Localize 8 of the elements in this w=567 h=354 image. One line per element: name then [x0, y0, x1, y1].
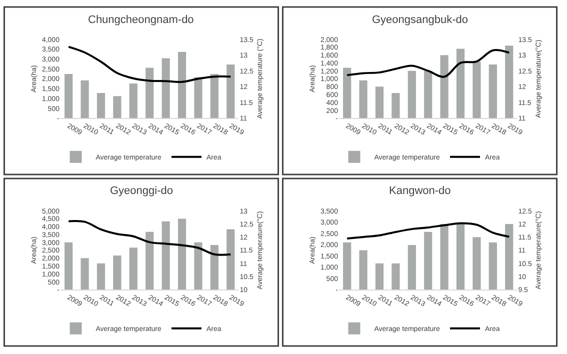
line-series	[346, 49, 510, 78]
line-series	[68, 220, 232, 256]
chart-title: Chungcheongnam-do	[88, 14, 194, 26]
chart-title: Kangwon-do	[389, 185, 451, 197]
chart-title: Gyeonggi-do	[110, 185, 173, 197]
chart-title: Gyeongsangbuk-do	[372, 14, 468, 26]
line-series	[346, 222, 510, 240]
line-series	[68, 46, 232, 83]
